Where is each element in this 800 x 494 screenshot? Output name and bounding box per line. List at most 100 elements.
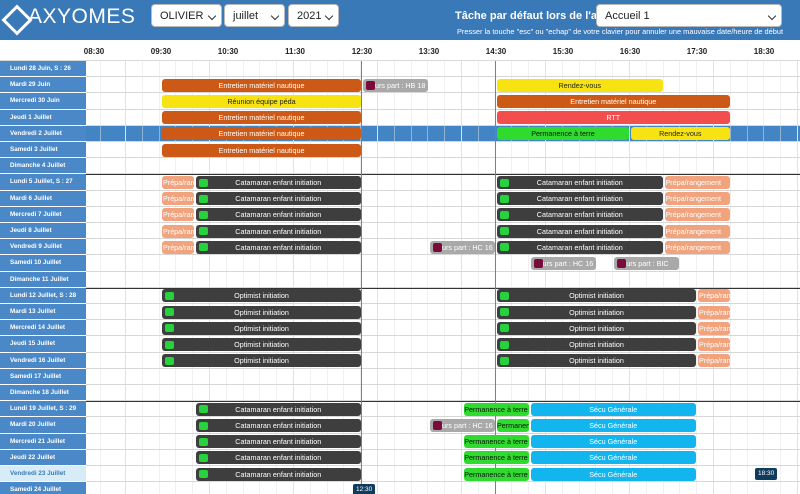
event-block[interactable]: Entretien matériel nautique <box>162 127 361 141</box>
day-label[interactable]: Dimanche 4 Juillet <box>0 158 86 175</box>
event-block[interactable]: Optimist initiation <box>162 289 361 303</box>
event-block[interactable]: Rendez-vous <box>631 127 730 141</box>
month-select[interactable]: juillet <box>224 4 285 27</box>
event-block[interactable]: Rendez-vous <box>497 78 663 92</box>
day-slots[interactable] <box>86 61 800 78</box>
default-task-select[interactable]: Accueil 1 <box>596 4 782 27</box>
event-block[interactable]: urs part : HC 16 <box>530 257 596 270</box>
day-label[interactable]: Jeudi 22 Juillet <box>0 449 86 466</box>
event-block[interactable]: Catamaran enfant initiation <box>195 467 361 481</box>
event-block[interactable]: Permanence à terre <box>497 419 529 432</box>
event-block[interactable]: Permanence à terre <box>463 435 529 449</box>
event-block[interactable]: urs part : BIC <box>614 257 680 270</box>
event-block[interactable]: Prépa/rangement <box>664 224 730 238</box>
day-label[interactable]: Jeudi 8 Juillet <box>0 223 86 240</box>
day-slots[interactable] <box>86 255 800 272</box>
day-slots[interactable] <box>86 368 800 385</box>
day-label[interactable]: Dimanche 11 Juillet <box>0 271 86 288</box>
event-block[interactable]: Prépa/rangement <box>664 176 730 189</box>
event-block[interactable]: Entretien matériel nautique <box>162 78 361 92</box>
day-label[interactable]: Vendredi 9 Juillet <box>0 239 86 256</box>
user-select[interactable]: OLIVIER <box>151 4 222 27</box>
event-block[interactable]: Sécu Générale <box>530 467 696 481</box>
day-label[interactable]: Lundi 5 Juillet, S : 27 <box>0 174 86 191</box>
day-label[interactable]: Mercredi 21 Juillet <box>0 433 86 450</box>
event-block[interactable]: Prépa/rangement <box>664 192 730 206</box>
day-label[interactable]: Lundi 19 Juillet, S : 29 <box>0 401 86 418</box>
event-block[interactable]: urs part : HB 18 <box>363 78 428 92</box>
event-block[interactable]: Catamaran enfant initiation <box>497 224 663 238</box>
event-block[interactable]: Prépa/rangement <box>162 224 194 238</box>
event-block[interactable]: Optimist initiation <box>162 305 361 319</box>
event-block[interactable]: Catamaran enfant initiation <box>497 176 663 189</box>
day-label[interactable]: Vendredi 2 Juillet <box>0 125 86 142</box>
day-label[interactable]: Mardi 13 Juillet <box>0 304 86 321</box>
event-block[interactable]: Optimist initiation <box>497 338 696 351</box>
day-slots[interactable] <box>86 271 800 288</box>
day-label[interactable]: Lundi 28 Juin, S : 26 <box>0 61 86 78</box>
day-label[interactable]: Mercredi 30 Juin <box>0 93 86 110</box>
event-block[interactable]: Sécu Générale <box>530 435 696 449</box>
event-block[interactable]: Entretien matériel nautique <box>162 143 361 157</box>
event-block[interactable]: Catamaran enfant initiation <box>195 192 361 206</box>
event-block[interactable]: Sécu Générale <box>530 451 696 465</box>
day-label[interactable]: Vendredi 16 Juillet <box>0 352 86 369</box>
day-label[interactable]: Jeudi 15 Juillet <box>0 336 86 353</box>
event-block[interactable]: Optimist initiation <box>162 321 361 335</box>
brand-logo[interactable]: AXYOMES <box>4 5 135 28</box>
event-block[interactable]: Prépa/rangement <box>664 240 730 254</box>
event-block[interactable]: Prépa/rangement <box>698 354 730 368</box>
day-label[interactable]: Mercredi 14 Juillet <box>0 320 86 337</box>
event-block[interactable]: Prépa/rangement <box>698 289 730 303</box>
event-block[interactable]: Catamaran enfant initiation <box>195 419 361 432</box>
event-block[interactable]: Catamaran enfant initiation <box>195 176 361 189</box>
event-block[interactable]: Prépa/rangement <box>698 321 730 335</box>
event-block[interactable]: Optimist initiation <box>162 338 361 351</box>
event-block[interactable]: Optimist initiation <box>162 354 361 368</box>
day-label[interactable]: Lundi 12 Juillet, S : 28 <box>0 287 86 304</box>
event-block[interactable]: Optimist initiation <box>497 354 696 368</box>
day-slots[interactable] <box>86 482 800 494</box>
event-block[interactable]: Catamaran enfant initiation <box>195 435 361 449</box>
event-block[interactable]: Sécu Générale <box>530 419 696 432</box>
event-block[interactable]: Catamaran enfant initiation <box>195 240 361 254</box>
day-slots[interactable] <box>86 385 800 402</box>
day-label[interactable]: Vendredi 23 Juillet <box>0 466 86 483</box>
event-block[interactable]: Réunion équipe péda <box>162 95 361 108</box>
event-block[interactable]: Prépa/rangement <box>162 192 194 206</box>
day-label[interactable]: Mercredi 7 Juillet <box>0 206 86 223</box>
day-label[interactable]: Mardi 20 Juillet <box>0 417 86 434</box>
event-block[interactable]: Optimist initiation <box>497 305 696 319</box>
event-block[interactable]: Permanence à terre <box>463 402 529 416</box>
event-block[interactable]: Prépa/rangement <box>698 338 730 351</box>
event-block[interactable]: urs part : HC 16 <box>430 419 495 432</box>
event-block[interactable]: Entretien matériel nautique <box>497 95 730 108</box>
event-block[interactable]: Prépa/rangement <box>162 208 194 222</box>
event-block[interactable]: Catamaran enfant initiation <box>195 402 361 416</box>
event-block[interactable]: Catamaran enfant initiation <box>497 240 663 254</box>
event-block[interactable]: Optimist initiation <box>497 321 696 335</box>
day-label[interactable]: Mardi 29 Juin <box>0 77 86 94</box>
day-label[interactable]: Samedi 3 Juillet <box>0 142 86 159</box>
event-block[interactable]: urs part : HC 16 <box>430 240 495 254</box>
event-block[interactable]: Permanence à terre <box>463 467 529 481</box>
event-block[interactable]: Catamaran enfant initiation <box>195 451 361 465</box>
day-label[interactable]: Samedi 10 Juillet <box>0 255 86 272</box>
event-block[interactable]: Prépa/rangement <box>664 208 730 222</box>
day-label[interactable]: Samedi 24 Juillet <box>0 482 86 494</box>
year-select[interactable]: 2021 <box>288 4 339 27</box>
day-label[interactable]: Jeudi 1 Juillet <box>0 109 86 126</box>
event-block[interactable]: Optimist initiation <box>497 289 696 303</box>
day-label[interactable]: Dimanche 18 Juillet <box>0 385 86 402</box>
event-block[interactable]: Prépa/rangement <box>162 176 194 189</box>
day-label[interactable]: Mardi 6 Juillet <box>0 190 86 207</box>
event-block[interactable]: RTT <box>497 111 730 125</box>
day-slots[interactable] <box>86 158 800 175</box>
event-block[interactable]: Entretien matériel nautique <box>162 111 361 125</box>
event-block[interactable]: Catamaran enfant initiation <box>195 224 361 238</box>
event-block[interactable]: Permanence à terre <box>463 451 529 465</box>
event-block[interactable]: Prépa/rangement <box>698 305 730 319</box>
day-label[interactable]: Samedi 17 Juillet <box>0 368 86 385</box>
event-block[interactable]: Catamaran enfant initiation <box>195 208 361 222</box>
event-block[interactable]: Permanence à terre <box>497 127 629 141</box>
